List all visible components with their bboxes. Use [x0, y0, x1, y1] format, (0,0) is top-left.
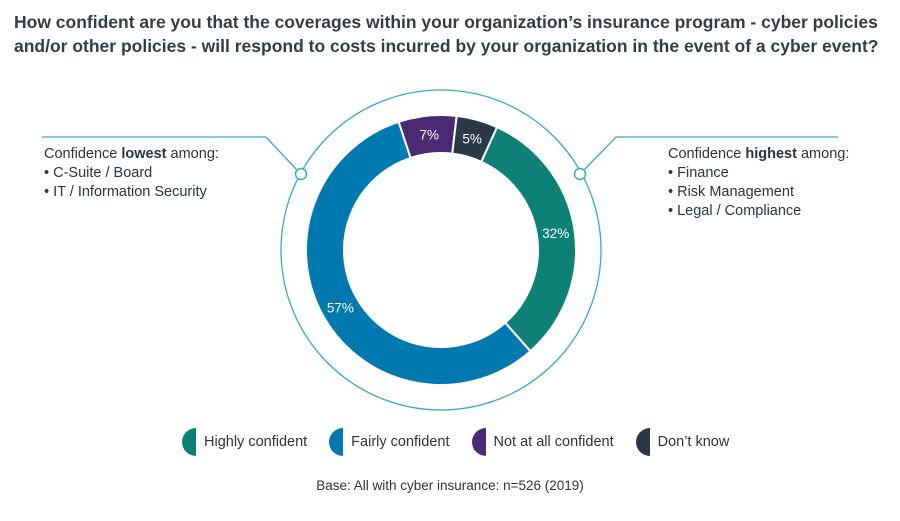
legend-swatch-shape: [471, 428, 486, 456]
chart-legend: Highly confident Fairly confident Not at…: [182, 426, 729, 458]
callout-highest-connector: [584, 136, 838, 170]
base-note: Base: All with cyber insurance: n=526 (2…: [316, 478, 584, 493]
callout-lowest-marker: [294, 167, 308, 181]
callout-lowest-item: C-Suite / Board: [44, 164, 219, 183]
outer-ring: [280, 89, 602, 411]
callout-highest-emphasis: highest: [745, 146, 797, 162]
legend-label: Not at all confident: [493, 434, 614, 450]
legend-item-highly-confident: Highly confident: [182, 428, 307, 456]
chart-title: How confident are you that the coverages…: [14, 10, 894, 58]
legend-item-fairly-confident: Fairly confident: [329, 428, 450, 456]
legend-item-not-at-all-confident: Not at all confident: [471, 428, 614, 456]
legend-label: Highly confident: [204, 434, 308, 450]
legend-swatch-shape: [635, 428, 650, 456]
callout-lowest-heading: Confidence lowest among:: [44, 146, 219, 162]
callout-lowest-connector: [42, 136, 297, 170]
legend-label: Don’t know: [657, 434, 730, 450]
callout-lowest-emphasis: lowest: [121, 146, 167, 162]
callout-lowest-item: IT / Information Security: [44, 183, 219, 202]
legend-swatch-shape: [182, 428, 196, 456]
chart-title-line-1: How confident are you that the coverages…: [14, 12, 878, 32]
callout-outline: [42, 89, 838, 411]
legend-label: Fairly confident: [351, 434, 450, 450]
slice-don-t-know: [451, 114, 499, 164]
callout-highest: Confidence highest among: Finance Risk M…: [668, 145, 849, 221]
slice-label-highly-confident: 32%: [542, 226, 569, 241]
legend-swatch-icon: [635, 428, 650, 456]
chart-title-line-2: and/or other policies - will respond to …: [14, 36, 879, 56]
callout-lowest: Confidence lowest among: C-Suite / Board…: [44, 145, 219, 202]
legend-swatch-shape: [329, 428, 344, 456]
legend-swatch-icon: [471, 428, 486, 456]
slice-fairly-confident: [305, 120, 532, 386]
legend-swatch-icon: [182, 428, 196, 456]
callout-highest-item: Risk Management: [668, 183, 849, 202]
legend-item-dont-know: Don’t know: [635, 428, 730, 456]
callout-highest-marker: [573, 167, 587, 181]
slice-label-don-t-know: 5%: [462, 131, 482, 146]
donut-labels: 32% 57% 7% 5%: [327, 128, 569, 316]
callout-highest-item: Finance: [668, 164, 849, 183]
donut-slices: [305, 114, 577, 386]
legend-swatch-icon: [329, 428, 344, 456]
callout-highest-heading: Confidence highest among:: [668, 146, 850, 162]
slice-label-not-at-all-confident: 7%: [420, 128, 440, 143]
callout-highest-item: Legal / Compliance: [668, 202, 849, 221]
slice-label-fairly-confident: 57%: [327, 301, 354, 316]
